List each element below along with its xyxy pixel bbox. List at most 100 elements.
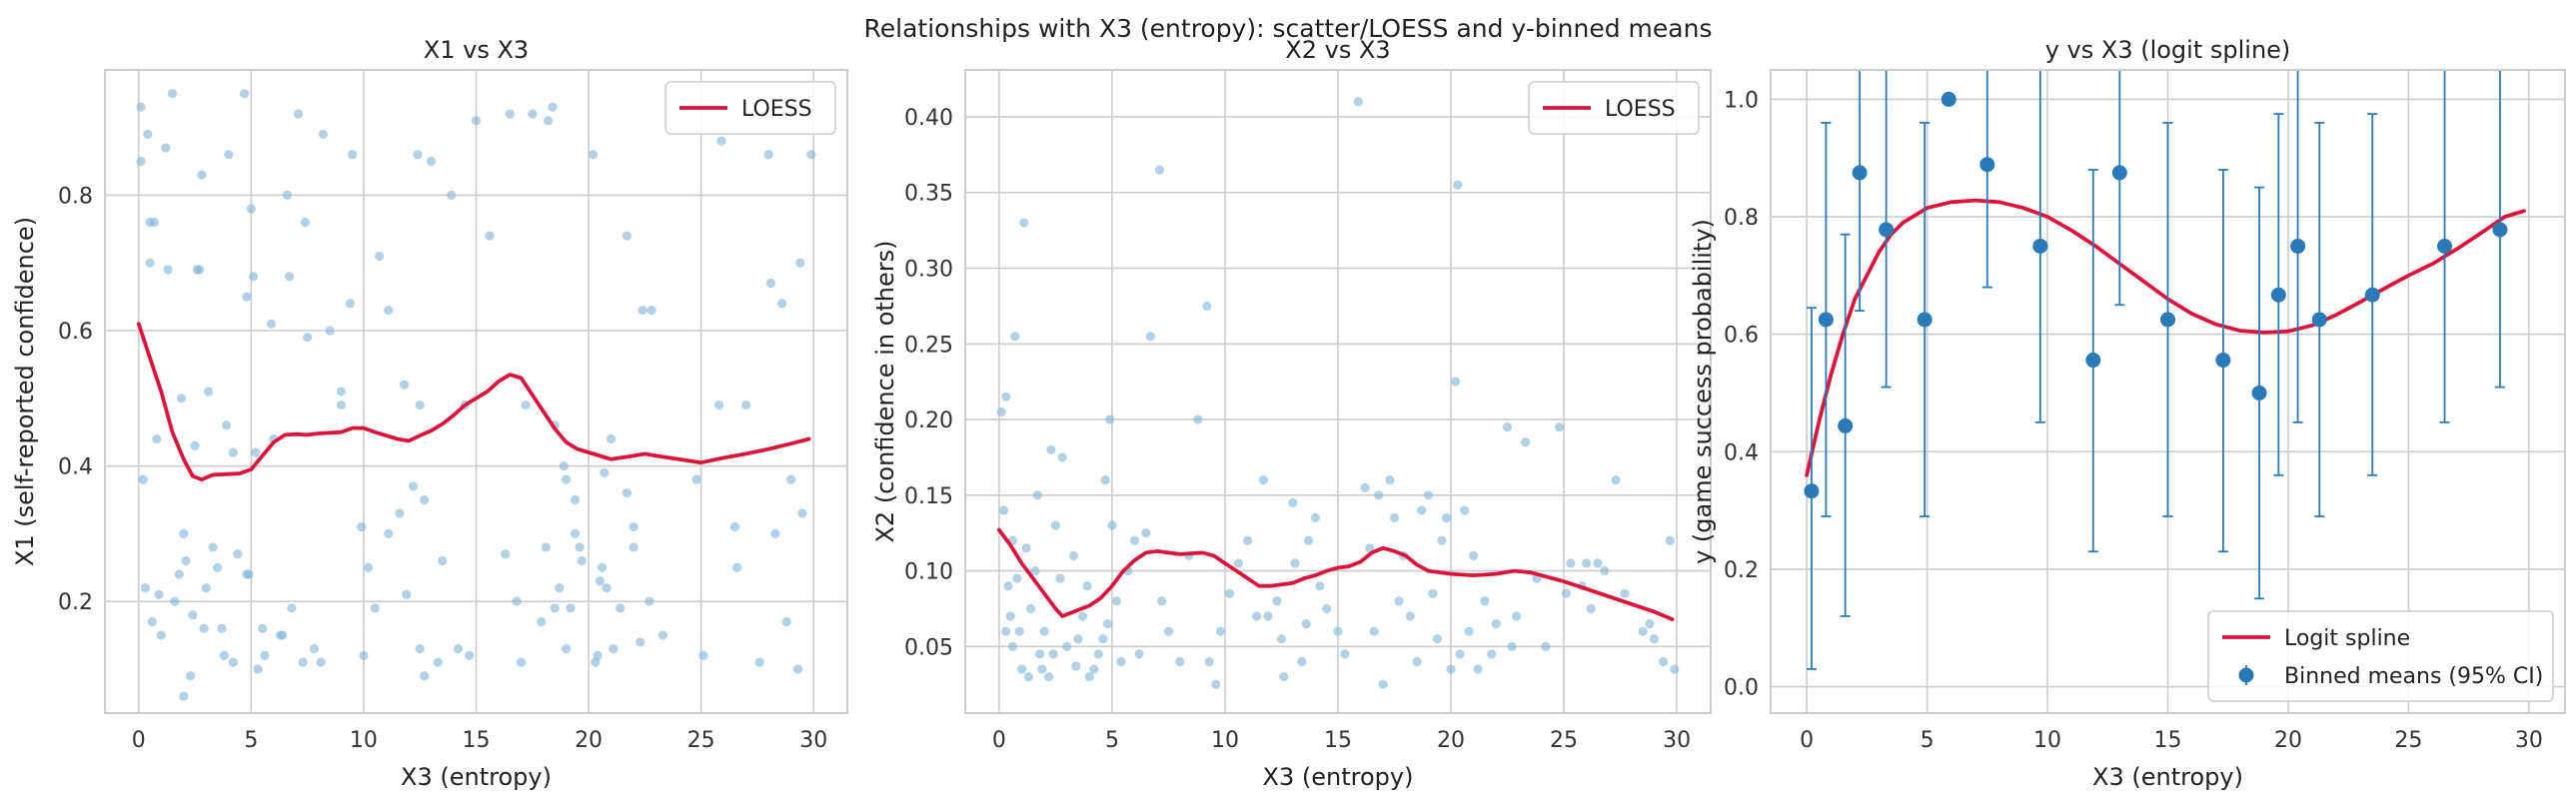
scatter-point xyxy=(528,109,538,119)
x-tick-label: 15 xyxy=(463,728,491,753)
scatter-point xyxy=(300,217,310,228)
scatter-point xyxy=(1405,611,1415,621)
scatter-point xyxy=(1276,634,1287,644)
scatter-point xyxy=(208,542,218,552)
binned-mean-point xyxy=(2290,238,2306,254)
scatter-point xyxy=(228,657,238,667)
x-tick-label: 0 xyxy=(1800,728,1814,753)
scatter-point xyxy=(629,521,639,532)
binned-mean-point xyxy=(2364,287,2380,303)
scatter-point xyxy=(285,272,295,282)
scatter-point xyxy=(1279,672,1289,682)
x-axis-label: X3 (entropy) xyxy=(1263,763,1414,791)
scatter-point xyxy=(1046,444,1056,454)
scatter-point xyxy=(402,589,412,599)
scatter-point xyxy=(219,650,229,660)
plot-area xyxy=(1804,70,2526,670)
binned-mean-point xyxy=(2251,385,2267,401)
scatter-point xyxy=(1001,626,1011,636)
scatter-point xyxy=(1098,634,1108,644)
plot-area xyxy=(136,89,816,701)
scatter-point xyxy=(786,474,796,484)
scatter-point xyxy=(1473,664,1483,674)
scatter-point xyxy=(228,447,238,457)
scatter-point xyxy=(566,603,576,613)
scatter-point xyxy=(170,596,180,606)
scatter-point xyxy=(217,623,227,633)
scatter-point xyxy=(1333,626,1343,636)
binned-mean-point xyxy=(2492,222,2508,238)
scatter-point xyxy=(197,170,207,180)
scatter-point xyxy=(1100,475,1110,485)
subplot-3: 0 5 10 15 20 25 30 0.0 0.2 0.4 0.6 0.8 1.0 y vs X3 (l… xyxy=(1689,36,2566,791)
scatter-point xyxy=(336,400,347,410)
scatter-point xyxy=(561,474,572,484)
scatter-point xyxy=(239,89,250,99)
scatter-point xyxy=(143,129,153,139)
x-tick-label: 25 xyxy=(2394,728,2422,753)
scatter-point xyxy=(1157,596,1167,606)
scatter-point xyxy=(282,190,292,201)
scatter-point xyxy=(415,400,425,410)
scatter-point xyxy=(176,394,187,404)
scatter-point xyxy=(691,474,701,484)
scatter-point xyxy=(1202,301,1212,311)
scatter-point xyxy=(249,272,259,282)
scatter-point xyxy=(152,433,162,444)
scatter-point xyxy=(1394,596,1404,606)
scatter-point xyxy=(399,380,410,390)
scatter-point xyxy=(1062,641,1072,651)
scatter-point xyxy=(348,150,358,160)
scatter-point xyxy=(597,562,608,572)
scatter-point xyxy=(1224,588,1235,598)
scatter-point xyxy=(1242,535,1253,545)
plot-area xyxy=(996,97,1680,689)
binned-mean-point xyxy=(1838,417,1854,433)
scatter-point xyxy=(453,644,464,654)
scatter-point xyxy=(244,569,254,579)
legend-box xyxy=(2207,610,2554,702)
scatter-point xyxy=(1469,550,1479,561)
scatter-point xyxy=(1423,490,1434,500)
scatter-point xyxy=(174,569,184,579)
axes-frame xyxy=(1770,69,2566,714)
scatter-point xyxy=(1301,618,1311,629)
scatter-point xyxy=(1365,543,1375,553)
scatter-point xyxy=(260,650,270,660)
scatter-point xyxy=(593,650,603,660)
scatter-point xyxy=(797,508,807,518)
scatter-point xyxy=(370,603,380,613)
scatter-point xyxy=(1374,490,1384,500)
scatter-point xyxy=(1611,475,1621,485)
x-tick-label: 25 xyxy=(1550,728,1578,753)
scatter-point xyxy=(1163,626,1174,636)
scatter-point xyxy=(505,109,515,119)
scatter-point xyxy=(1507,641,1517,651)
scatter-point xyxy=(595,576,605,586)
scatter-point xyxy=(156,630,166,640)
scatter-point xyxy=(1105,414,1115,424)
y-axis-label: X1 (self-reported confidence) xyxy=(11,217,39,566)
scatter-point xyxy=(1541,641,1551,651)
scatter-point xyxy=(185,671,196,681)
legend-label: LOESS xyxy=(1605,97,1676,122)
scatter-point xyxy=(1658,656,1669,667)
binned-mean-point xyxy=(1852,165,1868,181)
scatter-point xyxy=(1204,656,1214,667)
x-tick-label: 10 xyxy=(2033,728,2061,753)
scatter-point xyxy=(1450,377,1461,387)
scatter-point xyxy=(600,467,610,477)
scatter-point xyxy=(318,129,328,139)
scatter-point xyxy=(1129,535,1140,545)
scatter-point xyxy=(278,630,288,640)
scatter-point xyxy=(190,440,200,450)
scatter-point xyxy=(1057,452,1067,462)
scatter-point xyxy=(336,387,347,397)
scatter-point xyxy=(1016,664,1027,674)
scatter-point xyxy=(1044,672,1054,682)
scatter-point xyxy=(792,664,803,674)
scatter-point xyxy=(1487,649,1497,659)
scatter-point xyxy=(1030,565,1040,576)
scatter-point xyxy=(1001,392,1011,402)
x-tick-label: 15 xyxy=(1324,728,1352,753)
